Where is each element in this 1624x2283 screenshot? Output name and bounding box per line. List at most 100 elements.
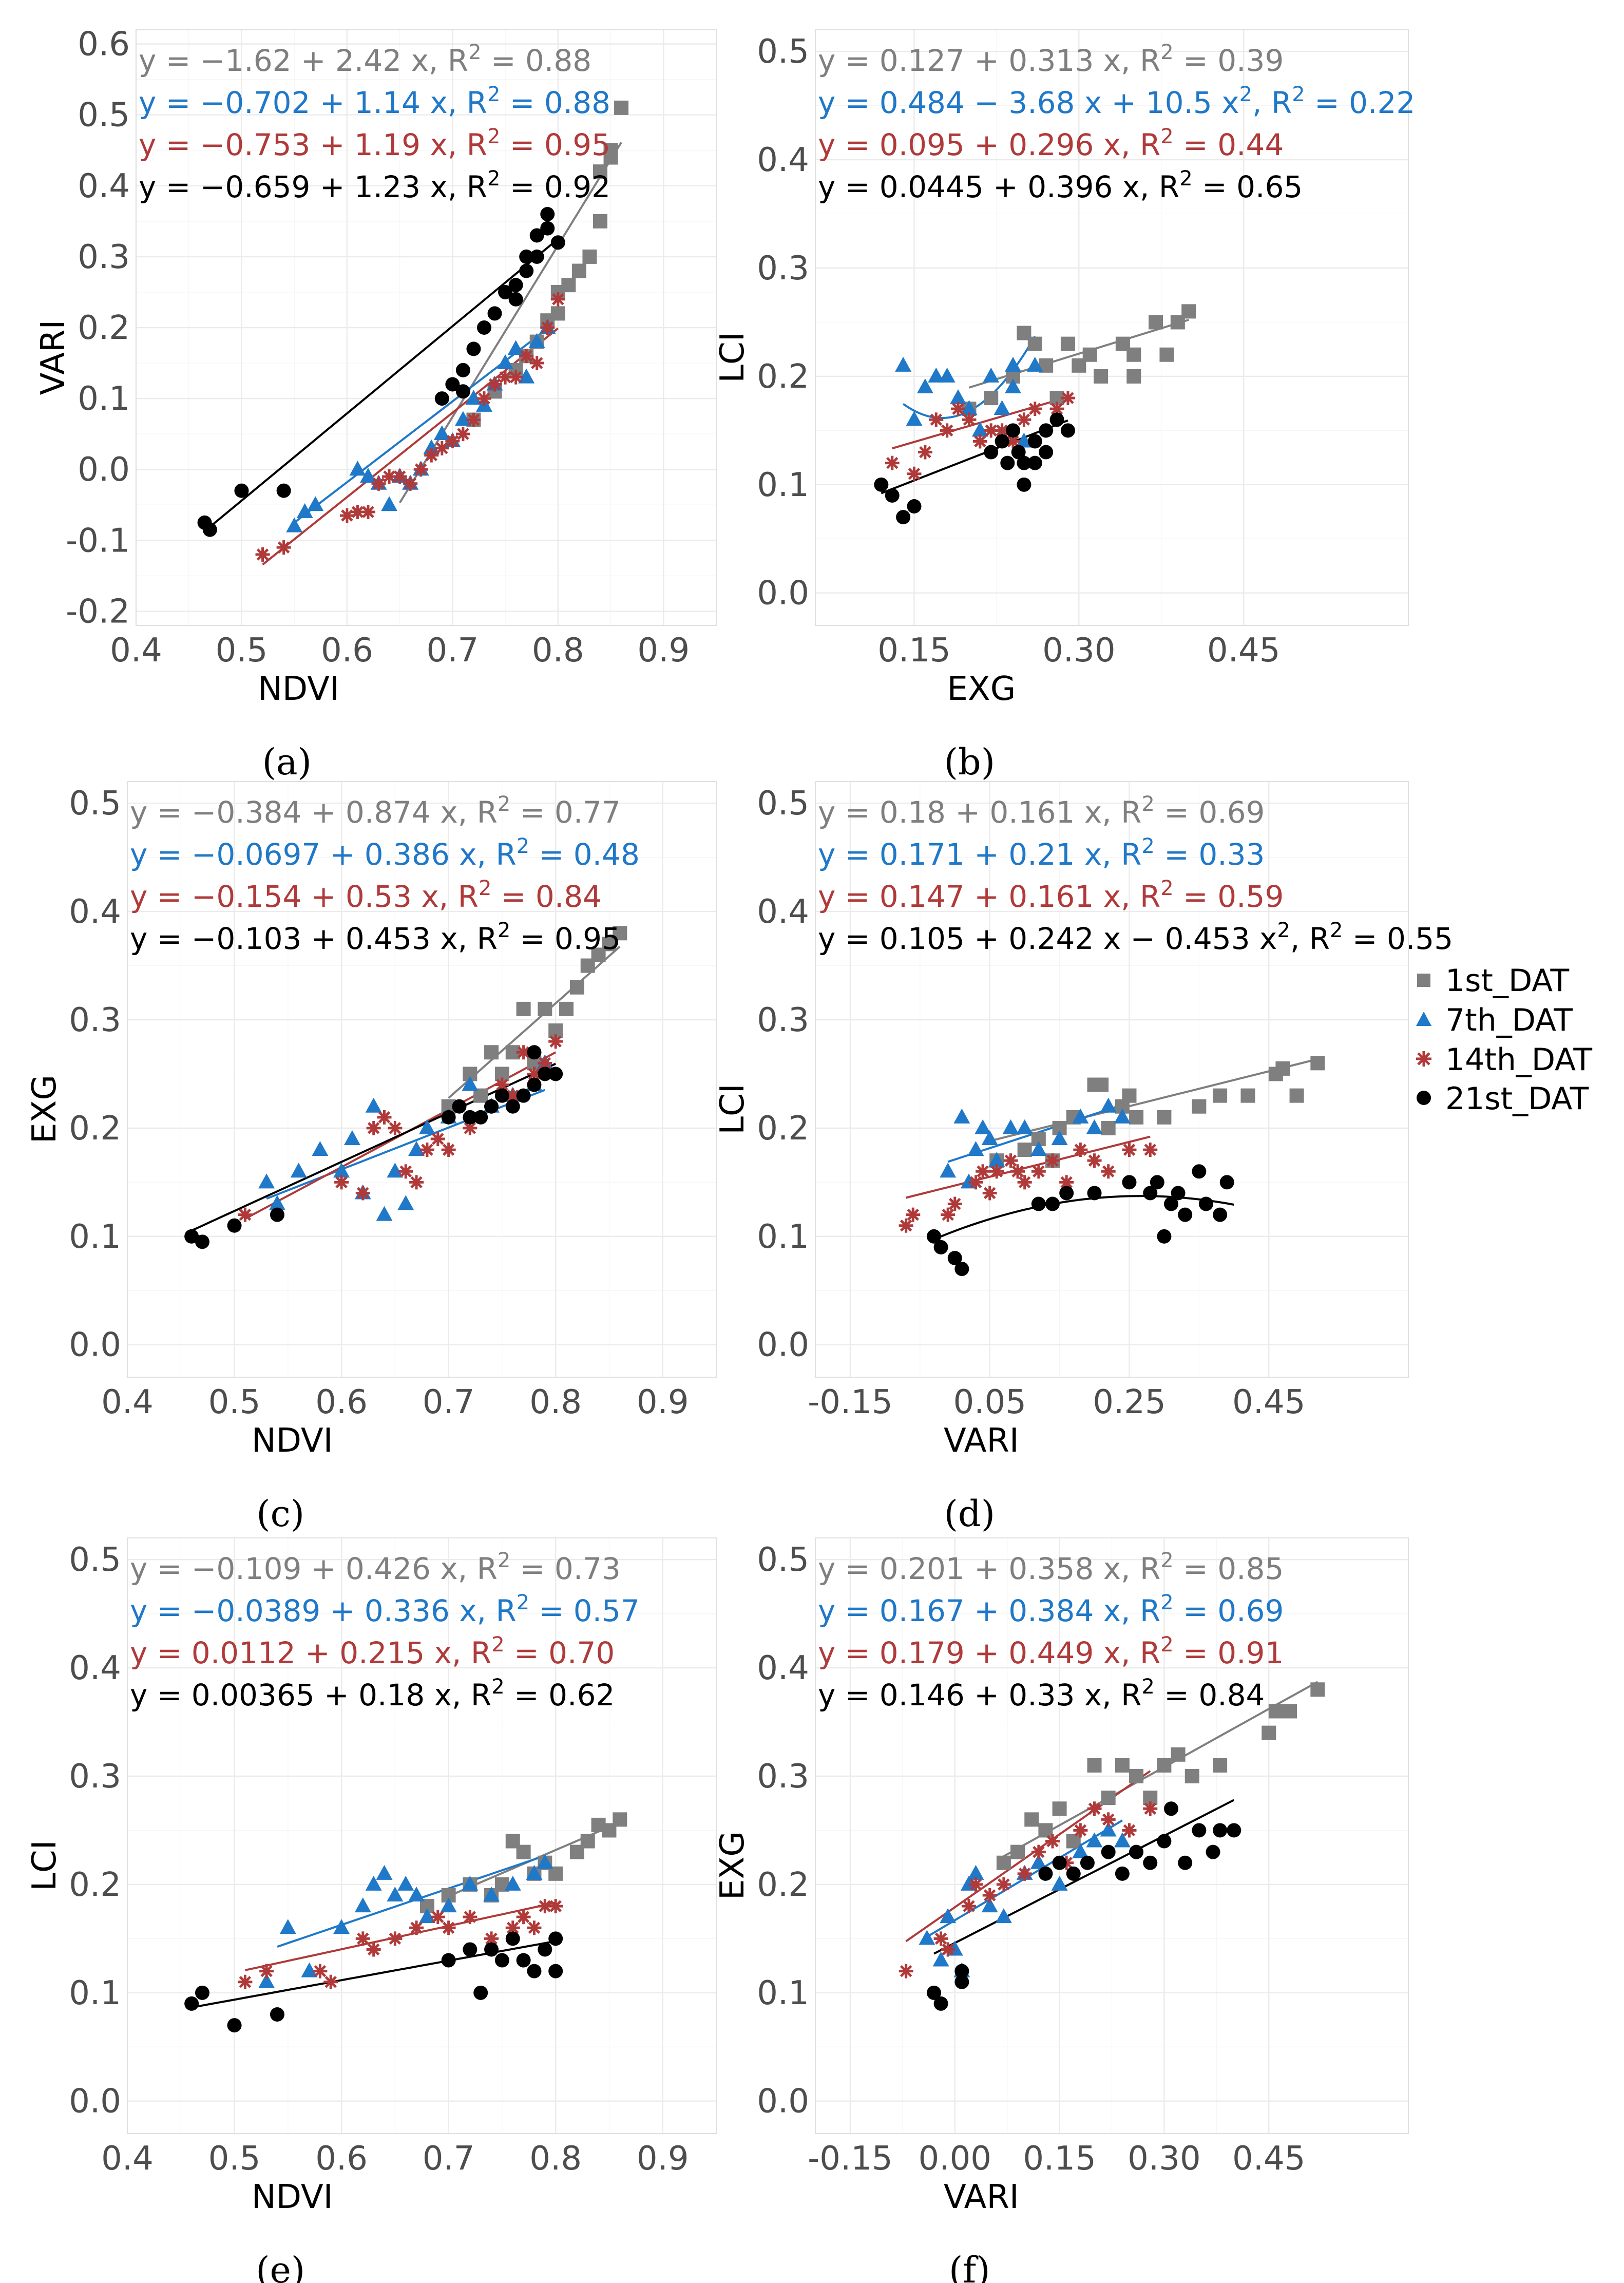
point-7th-dat: [1086, 1832, 1103, 1848]
point-21st-dat: [954, 1262, 969, 1277]
point-1st-dat: [603, 143, 618, 158]
point-21st-dat: [1038, 1866, 1053, 1881]
point-1st-dat: [1129, 1769, 1144, 1783]
x-tick-label: 0.8: [529, 2140, 582, 2178]
y-tick-label: 0.4: [757, 893, 809, 931]
x-tick-label: 0.7: [426, 632, 479, 670]
point-21st-dat: [505, 1931, 520, 1946]
x-tick-label: 0.45: [1207, 632, 1281, 670]
point-21st-dat: [452, 1099, 467, 1114]
point-1st-dat: [1184, 1769, 1199, 1783]
x-tick-label: 0.45: [1232, 1383, 1306, 1421]
point-21st-dat: [954, 1964, 969, 1978]
point-7th-dat: [1016, 432, 1033, 448]
equation-14th-dat: y = 0.0112 + 0.215 x, R2 = 0.70: [130, 1633, 615, 1670]
point-14th-dat: [996, 1877, 1011, 1892]
point-14th-dat: [968, 1175, 983, 1190]
point-14th-dat: [962, 412, 977, 427]
point-21st-dat: [516, 1953, 531, 1968]
point-7th-dat: [988, 1152, 1005, 1167]
point-21st-dat: [484, 1942, 499, 1957]
x-tick-label: 0.6: [315, 1383, 368, 1421]
point-21st-dat: [519, 249, 534, 264]
legend-label-1st-dat: 1st_DAT: [1445, 963, 1569, 999]
plot-area: [815, 1537, 1409, 2134]
point-14th-dat: [1143, 1143, 1158, 1157]
point-7th-dat: [483, 1887, 500, 1901]
point-21st-dat: [885, 488, 900, 503]
point-7th-dat: [387, 1887, 404, 1901]
x-tick-label: 0.4: [101, 2140, 154, 2178]
x-axis-label: NDVI: [258, 670, 339, 708]
point-7th-dat: [1072, 1108, 1089, 1124]
point-1st-dat: [1159, 347, 1174, 362]
equation-1st-dat: y = −1.62 + 2.42 x, R2 = 0.88: [139, 41, 591, 78]
point-21st-dat: [227, 2018, 242, 2033]
equation-21st-dat: y = −0.103 + 0.453 x, R2 = 0.95: [130, 919, 621, 956]
point-1st-dat: [1181, 304, 1196, 319]
point-1st-dat: [1310, 1056, 1325, 1071]
y-tick-label: 0.3: [69, 1001, 121, 1039]
point-7th-dat: [269, 1195, 285, 1210]
equation-1st-dat: y = 0.127 + 0.313 x, R2 = 0.39: [818, 41, 1284, 78]
point-14th-dat: [1143, 1801, 1158, 1816]
y-tick-label: 0.5: [78, 97, 130, 135]
point-7th-dat: [939, 367, 956, 383]
point-14th-dat: [906, 1207, 921, 1222]
point-7th-dat: [312, 1141, 329, 1156]
point-14th-dat: [1073, 1143, 1088, 1157]
y-tick-label: 0.0: [69, 2083, 121, 2121]
point-1st-dat: [1038, 1823, 1053, 1838]
x-tick-label: 0.7: [423, 1383, 475, 1421]
point-21st-dat: [1039, 423, 1054, 438]
point-1st-dat: [1060, 336, 1075, 351]
point-7th-dat: [932, 1951, 949, 1967]
point-21st-dat: [1017, 455, 1031, 470]
x-axis-label: VARI: [944, 2178, 1019, 2216]
point-21st-dat: [1027, 455, 1042, 470]
point-21st-dat: [927, 1229, 941, 1244]
point-1st-dat: [1094, 1077, 1109, 1092]
panels-group: 0.4 0.5 0.6 0.7 0.8 0.9-0.2-0.10.00.10.20.30.…: [26, 26, 1453, 2283]
y-tick-label: 0.0: [78, 451, 130, 489]
equation-14th-dat: y = 0.095 + 0.296 x, R2 = 0.44: [818, 125, 1284, 162]
point-1st-dat: [1157, 1758, 1172, 1773]
point-7th-dat: [1051, 1875, 1068, 1891]
equation-7th-dat: y = −0.702 + 1.14 x, R2 = 0.88: [139, 83, 610, 120]
x-tick-label: -0.15: [808, 2140, 893, 2178]
equation-21st-dat: y = 0.146 + 0.33 x, R2 = 0.84: [818, 1675, 1265, 1713]
fit-line-7th-dat: [266, 1089, 546, 1200]
legend-item-7th-dat: 7th_DAT: [1416, 1002, 1573, 1038]
point-7th-dat: [1005, 378, 1021, 393]
point-7th-dat: [433, 425, 450, 441]
point-14th-dat: [540, 320, 555, 335]
point-14th-dat: [413, 462, 428, 477]
y-tick-label: -0.2: [66, 593, 130, 631]
point-7th-dat: [354, 1897, 371, 1913]
fit-line-21st-dat: [191, 1062, 557, 1232]
point-21st-dat: [227, 1218, 242, 1233]
point-1st-dat: [984, 391, 999, 406]
point-14th-dat: [548, 1899, 563, 1914]
point-7th-dat: [895, 356, 912, 372]
y-tick-label: 0.2: [69, 1110, 121, 1148]
legend-label-21st-dat: 21st_DAT: [1445, 1081, 1589, 1117]
point-14th-dat: [392, 469, 407, 484]
point-14th-dat: [1073, 1823, 1088, 1838]
y-tick-label: 0.2: [78, 309, 130, 347]
point-1st-dat: [593, 164, 607, 179]
plot-area: [127, 1537, 717, 2134]
point-14th-dat: [941, 1942, 956, 1957]
plot-area: [815, 29, 1409, 626]
point-14th-dat: [466, 412, 481, 427]
point-7th-dat: [279, 1919, 296, 1934]
point-21st-dat: [1066, 1866, 1081, 1881]
point-21st-dat: [494, 1088, 509, 1103]
y-tick-label: 0.5: [69, 785, 121, 823]
point-21st-dat: [463, 1110, 477, 1125]
point-14th-dat: [1017, 1175, 1032, 1190]
point-21st-dat: [538, 1942, 552, 1957]
point-7th-dat: [537, 1854, 553, 1869]
y-tick-label: 0.5: [757, 1541, 809, 1579]
point-7th-dat: [1100, 1821, 1117, 1837]
